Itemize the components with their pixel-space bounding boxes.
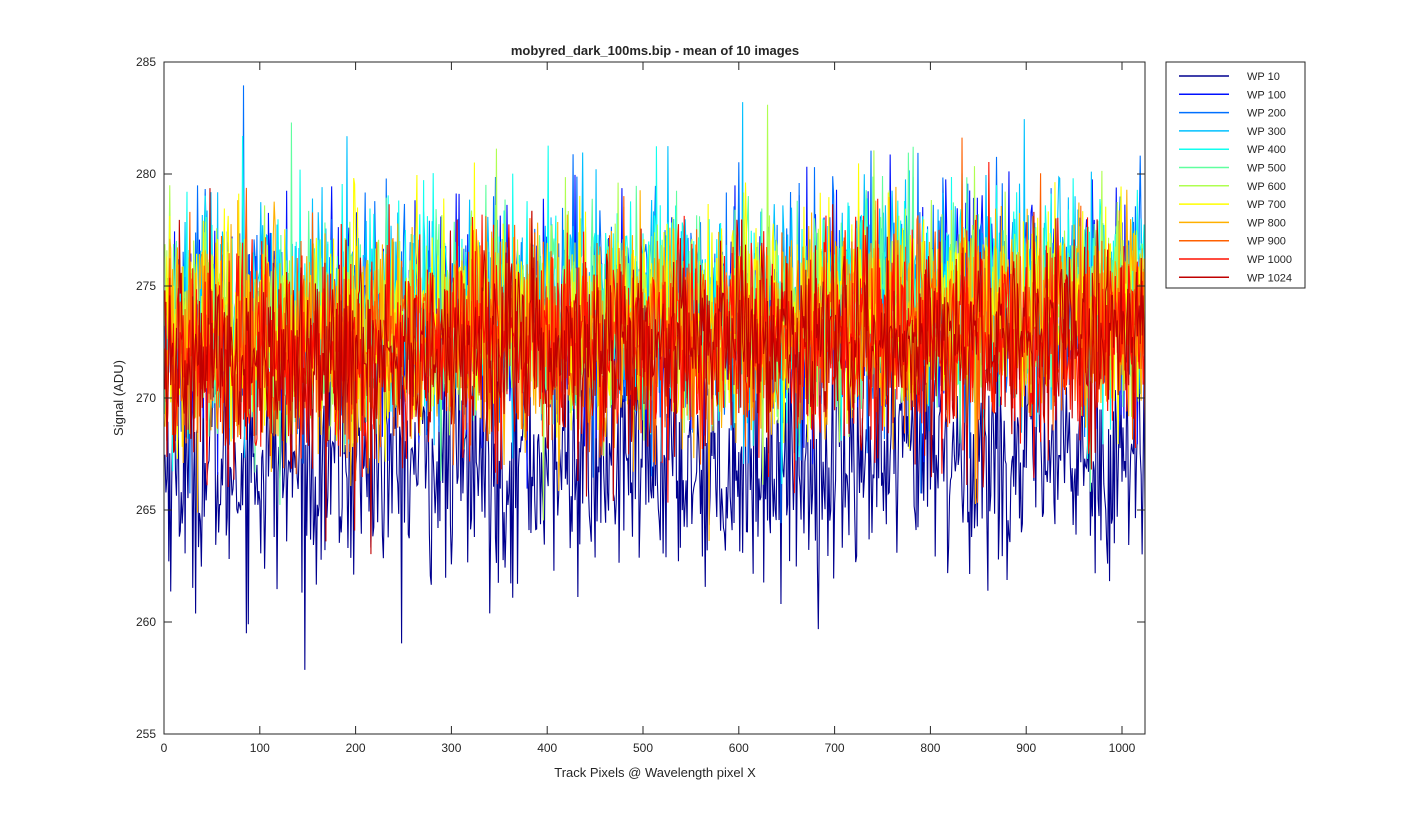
x-tick-label: 300 — [441, 741, 461, 755]
legend: WP 10 WP 100 WP 200 WP 300 WP 400 WP 500 WP 60… — [1165, 61, 1306, 289]
y-tick-label: 255 — [136, 727, 156, 741]
legend-label: WP 1000 — [1247, 254, 1292, 266]
x-axis: 0 100 200 300 400 500 600 700 800 900 1000 — [161, 62, 1136, 755]
y-tick-label: 270 — [136, 391, 156, 405]
y-tick-label: 285 — [136, 55, 156, 69]
y-tick-label: 260 — [136, 615, 156, 629]
legend-label: WP 600 — [1247, 181, 1286, 193]
series-line-wp-1024 — [164, 188, 1145, 555]
x-tick-label: 0 — [161, 741, 168, 755]
plot-area: 0 100 200 300 400 500 600 700 800 900 1000 2552602… — [136, 55, 1146, 755]
legend-label: WP 900 — [1247, 236, 1286, 248]
x-tick-label: 100 — [250, 741, 270, 755]
legend-label: WP 200 — [1247, 108, 1286, 120]
x-tick-label: 200 — [346, 741, 366, 755]
y-axis-label: Signal (ADU) — [111, 360, 126, 436]
series-group — [164, 85, 1145, 670]
x-tick-label: 700 — [825, 741, 845, 755]
legend-label: WP 100 — [1247, 89, 1286, 101]
x-tick-label: 800 — [920, 741, 940, 755]
chart-title: mobyred_dark_100ms.bip - mean of 10 imag… — [511, 43, 799, 58]
x-tick-label: 600 — [729, 741, 749, 755]
legend-label: WP 10 — [1247, 71, 1280, 83]
legend-label: WP 300 — [1247, 126, 1286, 138]
x-tick-label: 900 — [1016, 741, 1036, 755]
legend-label: WP 700 — [1247, 199, 1286, 211]
y-tick-label: 280 — [136, 167, 156, 181]
legend-label: WP 800 — [1247, 217, 1286, 229]
x-axis-label: Track Pixels @ Wavelength pixel X — [554, 765, 756, 780]
y-tick-label: 275 — [136, 279, 156, 293]
legend-box — [1165, 61, 1306, 289]
x-tick-label: 400 — [537, 741, 557, 755]
x-tick-label: 1000 — [1109, 741, 1136, 755]
legend-label: WP 400 — [1247, 144, 1286, 156]
y-axis: 255 260 265 270 275 280 285 — [136, 55, 1145, 741]
y-tick-label: 265 — [136, 503, 156, 517]
legend-label: WP 500 — [1247, 163, 1286, 175]
legend-label: WP 1024 — [1247, 272, 1292, 284]
x-tick-label: 500 — [633, 741, 653, 755]
